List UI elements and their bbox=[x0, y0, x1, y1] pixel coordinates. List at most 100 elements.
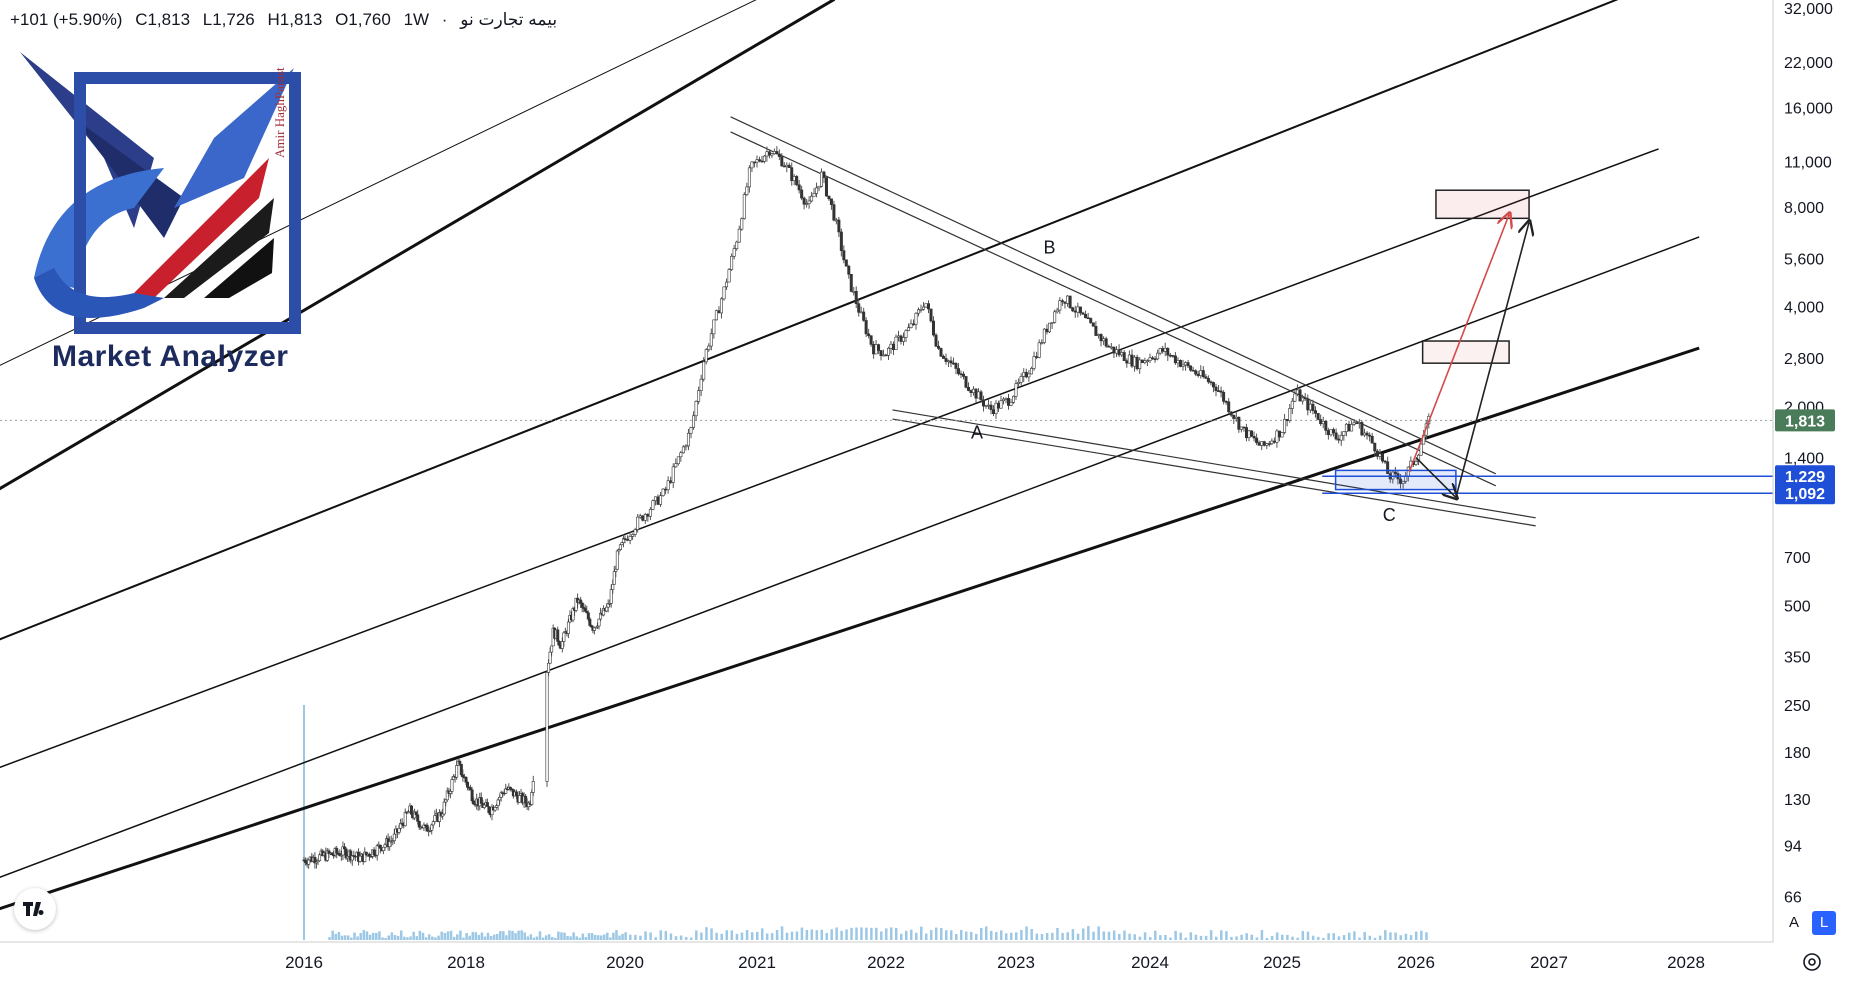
candle-body bbox=[906, 327, 910, 331]
symbol-name[interactable]: بیمه تجارت نو bbox=[460, 10, 558, 29]
volume-bar bbox=[990, 930, 993, 940]
candle-body bbox=[1314, 410, 1318, 414]
log-scale-button[interactable]: L bbox=[1812, 911, 1836, 935]
settings-gear-icon[interactable] bbox=[1800, 950, 1824, 974]
volume-bar bbox=[1020, 929, 1023, 940]
candle-body bbox=[941, 356, 945, 359]
volume-bar bbox=[406, 937, 409, 940]
volume-bar bbox=[1179, 932, 1182, 940]
candle-body bbox=[735, 241, 739, 249]
candle-body bbox=[1419, 443, 1423, 456]
candle-body bbox=[916, 309, 920, 314]
volume-bar bbox=[520, 930, 523, 940]
volume-bar bbox=[409, 936, 412, 940]
candle-body bbox=[1138, 359, 1142, 370]
volume-bar bbox=[554, 937, 557, 940]
volume-bar bbox=[900, 933, 903, 940]
candle-body bbox=[1102, 338, 1106, 342]
volume-bar bbox=[689, 937, 693, 940]
candle-body bbox=[1260, 441, 1264, 446]
candle-body bbox=[1027, 373, 1031, 378]
candle-body bbox=[994, 402, 998, 414]
tradingview-logo-icon[interactable] bbox=[14, 888, 56, 930]
volume-bar bbox=[343, 935, 347, 940]
candle-body bbox=[1143, 360, 1147, 364]
candle-body bbox=[450, 779, 454, 792]
candle-body bbox=[692, 415, 696, 428]
volume-bar bbox=[1097, 926, 1100, 940]
auto-scale-button[interactable]: A bbox=[1782, 911, 1806, 935]
watermark-brand: Market Analyzer bbox=[52, 340, 289, 373]
candle-body bbox=[1360, 422, 1364, 436]
volume-bar bbox=[538, 931, 542, 940]
volume-bar bbox=[1353, 931, 1356, 940]
volume-bar bbox=[1118, 933, 1121, 940]
volume-bar bbox=[790, 931, 794, 940]
candle-body bbox=[984, 405, 988, 407]
volume-bar bbox=[615, 930, 618, 940]
candle-body bbox=[1156, 352, 1160, 360]
time-axis-label: 2025 bbox=[1263, 953, 1301, 972]
time-axis-label: 2022 bbox=[867, 953, 905, 972]
candle-body bbox=[1209, 381, 1213, 384]
volume-bar bbox=[1138, 936, 1142, 940]
candle-body bbox=[996, 402, 1000, 409]
candle-body bbox=[717, 310, 721, 314]
candle-body bbox=[805, 203, 809, 205]
volume-bar bbox=[508, 930, 511, 940]
candle-body bbox=[767, 151, 771, 156]
volume-bar bbox=[654, 937, 657, 940]
volume-bar bbox=[1245, 933, 1248, 940]
volume-bar bbox=[511, 930, 514, 940]
candle-body bbox=[653, 496, 657, 501]
candle-body bbox=[1042, 328, 1046, 343]
candle-body bbox=[1109, 346, 1113, 349]
time-axis[interactable]: 2016 2018 2020 2021 2022 2023 2024 2025 2026 2027… bbox=[285, 953, 1705, 972]
volume-bar bbox=[362, 930, 366, 940]
candle-body bbox=[722, 286, 726, 300]
volume-bar bbox=[795, 931, 799, 940]
volume-bar bbox=[1250, 934, 1254, 940]
price-axis[interactable]: 32,000 22,000 16,000 11,000 8,000 5,600 4,000 2… bbox=[1784, 1, 1833, 906]
volume-bar bbox=[985, 926, 988, 940]
candle-body bbox=[931, 320, 935, 336]
volume-bar bbox=[925, 933, 928, 940]
candle-body bbox=[490, 806, 494, 816]
volume-bar bbox=[1317, 936, 1320, 940]
candle-body bbox=[464, 776, 468, 783]
candle-body bbox=[674, 463, 678, 468]
volume-bar bbox=[1025, 926, 1028, 940]
candle-body bbox=[1401, 480, 1405, 484]
volume-bar bbox=[1035, 933, 1039, 940]
candle-body bbox=[854, 290, 858, 304]
plot-area[interactable]: A B C bbox=[0, 0, 1773, 940]
volume-bar bbox=[1071, 929, 1075, 940]
interval-label[interactable]: 1W bbox=[403, 10, 430, 29]
candle-body bbox=[550, 645, 554, 653]
volume-bar bbox=[514, 933, 517, 940]
candle-body bbox=[1125, 360, 1129, 364]
candle-body bbox=[829, 198, 833, 205]
candle-body bbox=[929, 308, 933, 322]
time-axis-label: 2020 bbox=[606, 953, 644, 972]
candle-body bbox=[1352, 422, 1356, 425]
volume-bar bbox=[353, 932, 356, 940]
volume-bar bbox=[462, 937, 465, 940]
volume-bar bbox=[427, 934, 431, 940]
candle-body bbox=[884, 354, 888, 357]
volume-bar bbox=[760, 928, 764, 940]
candle-body bbox=[904, 330, 908, 338]
candle-body bbox=[1393, 471, 1397, 474]
candle-body bbox=[795, 176, 799, 186]
interval-separator: · bbox=[441, 10, 448, 29]
volume-bar bbox=[1291, 936, 1294, 940]
volume-bar bbox=[337, 931, 341, 940]
candle-body bbox=[681, 446, 685, 454]
candle-body bbox=[661, 488, 665, 496]
candle-body bbox=[583, 607, 587, 612]
candle-body bbox=[1365, 432, 1369, 436]
candle-body bbox=[872, 344, 876, 355]
volume-bar bbox=[1010, 932, 1013, 940]
candle-body bbox=[961, 373, 965, 377]
